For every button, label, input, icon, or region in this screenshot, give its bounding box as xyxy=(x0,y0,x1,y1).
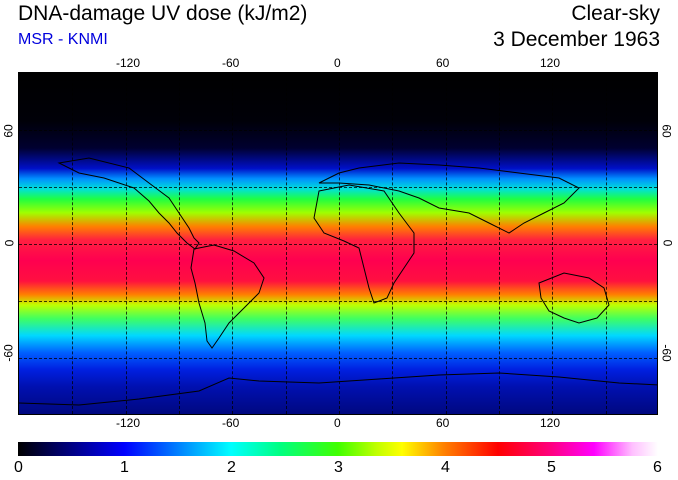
grid-lon-m30 xyxy=(286,73,287,414)
map-title: DNA-damage UV dose (kJ/m2) xyxy=(18,2,308,25)
grid-lat-60 xyxy=(19,130,657,131)
grid-lon-m90 xyxy=(179,73,180,414)
bottom-lon-label-m120: -120 xyxy=(116,416,141,430)
top-lon-label-m120: -120 xyxy=(116,56,141,70)
grid-lon-m120 xyxy=(126,73,127,414)
coastlines xyxy=(19,157,657,406)
grid-lat-0 xyxy=(19,244,657,245)
colorbar-label-5: 5 xyxy=(547,459,556,476)
left-lat-label-60: 60 xyxy=(1,124,16,138)
colorbar xyxy=(18,442,658,456)
australia-coast xyxy=(538,272,610,324)
map-date: 3 December 1963 xyxy=(493,28,660,51)
grid-lon-60 xyxy=(446,73,447,414)
colorbar-label-0: 0 xyxy=(14,459,23,476)
source-label: MSR - KNMI xyxy=(18,31,108,48)
top-lon-label-m60: -60 xyxy=(222,56,240,70)
grid-lat-m60 xyxy=(19,358,657,359)
colorbar-label-3: 3 xyxy=(334,459,343,476)
bottom-lon-label-0: 0 xyxy=(334,416,341,430)
grid-lon-90 xyxy=(499,73,500,414)
bottom-lon-label-120: 120 xyxy=(540,416,561,430)
grid-lon-120 xyxy=(552,73,553,414)
eurasia-coast xyxy=(318,162,580,234)
grid-lon-m60 xyxy=(232,73,233,414)
uv-dose-field xyxy=(19,73,657,414)
sky-condition: Clear-sky xyxy=(571,2,660,25)
left-lat-label-m60: -60 xyxy=(1,344,16,362)
grid-lon-150 xyxy=(606,73,607,414)
antarctica-coast xyxy=(19,372,657,406)
colorbar-label-6: 6 xyxy=(653,459,662,476)
top-lon-label-0: 0 xyxy=(334,56,341,70)
uv-dose-map xyxy=(18,72,658,415)
left-lat-label-0: 0 xyxy=(2,239,17,247)
right-lat-label-60: 60 xyxy=(659,124,674,138)
south-america-coast xyxy=(190,244,265,349)
right-lat-label-m60: -60 xyxy=(659,344,674,362)
grid-lon-0 xyxy=(339,73,340,414)
colorbar-label-4: 4 xyxy=(441,459,450,476)
grid-lon-30 xyxy=(392,73,393,414)
top-lon-label-60: 60 xyxy=(436,56,450,70)
north-america-coast xyxy=(57,157,200,250)
grid-lon-m150 xyxy=(72,73,73,414)
africa-coast xyxy=(313,184,415,304)
grid-lat-m30 xyxy=(19,301,657,302)
right-lat-label-0: 0 xyxy=(660,239,675,247)
colorbar-label-1: 1 xyxy=(120,459,129,476)
colorbar-label-2: 2 xyxy=(227,459,236,476)
top-lon-label-120: 120 xyxy=(540,56,561,70)
bottom-lon-label-60: 60 xyxy=(436,416,450,430)
bottom-lon-label-m60: -60 xyxy=(222,416,240,430)
